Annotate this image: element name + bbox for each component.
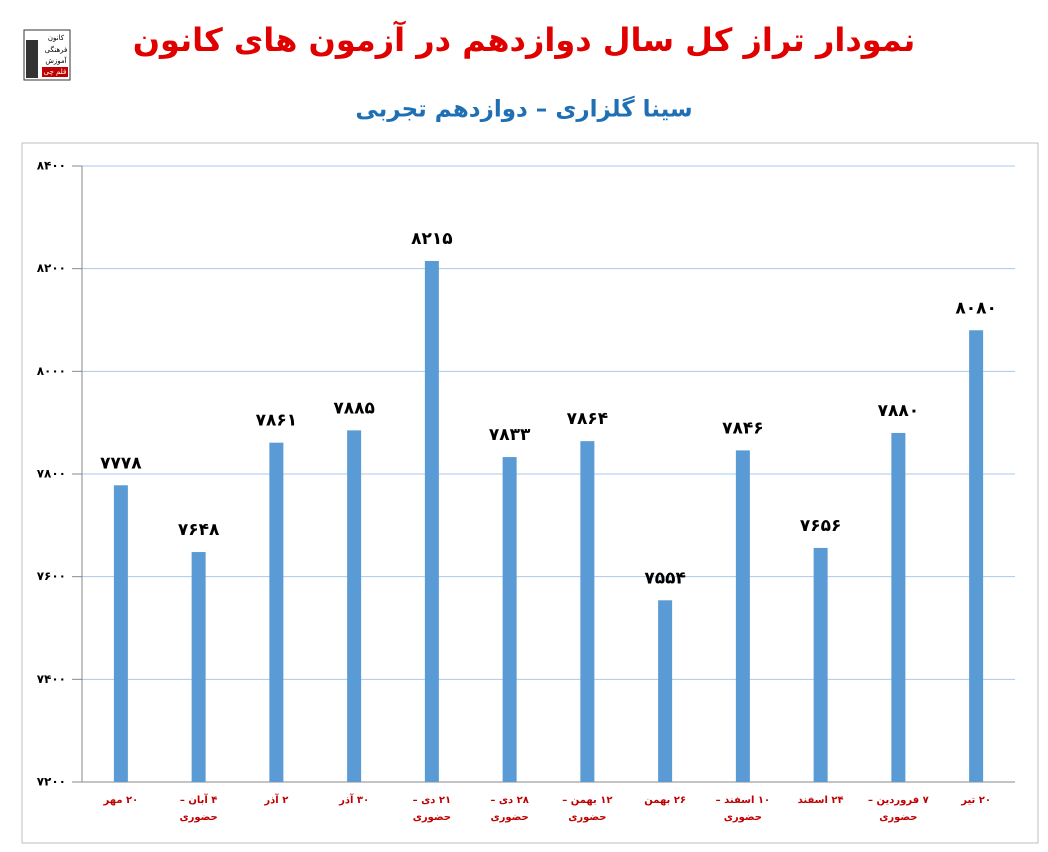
value-label: ۸۲۱۵ [411, 229, 453, 249]
bar [191, 552, 206, 782]
x-tick-label: ۱۲ بهمن – حضوری [562, 795, 613, 823]
value-label: ۷۸۶۴ [567, 409, 609, 429]
y-tick-label: ۸۲۰۰ [37, 261, 66, 275]
y-tick-label: ۷۴۰۰ [37, 672, 66, 686]
bar [735, 450, 750, 782]
x-tick-label: ۳۰ آذر [339, 795, 370, 806]
bar [347, 430, 362, 782]
bar [424, 260, 439, 782]
logo: کانون فرهنگی آموزش قلم چی [23, 29, 71, 81]
logo-text: فرهنگی [45, 45, 68, 54]
bar [580, 441, 595, 782]
x-tick-label: ۲۰ مهر [103, 795, 139, 806]
chart-frame [21, 142, 1039, 844]
value-label: ۷۸۴۶ [722, 418, 764, 438]
logo-text: قلم چی [44, 68, 67, 76]
logo-text: آموزش [45, 56, 67, 65]
value-label: ۷۶۴۸ [178, 520, 220, 540]
y-tick-label: ۷۲۰۰ [37, 775, 66, 789]
bar [813, 547, 828, 782]
bar [658, 600, 673, 782]
y-tick-label: ۷۸۰۰ [37, 467, 66, 481]
y-tick-label: ۸۰۰۰ [37, 364, 66, 378]
value-label: ۷۷۷۸ [100, 453, 142, 473]
y-tick-label: ۸۴۰۰ [37, 159, 66, 173]
bar [269, 442, 284, 782]
bar [969, 330, 984, 782]
chart-subtitle: سینا گلزاری – دوازدهم تجربی [355, 96, 692, 123]
chart-title: نمودار تراز کل سال دوازدهم در آزمون های … [133, 20, 916, 59]
value-label: ۸۰۸۰ [955, 298, 997, 318]
logo-figure [26, 40, 38, 78]
x-tick-label: ۷ فروردین – حضوری [868, 795, 929, 823]
value-label: ۷۶۵۶ [800, 516, 842, 536]
x-tick-label: ۲۰ تیر [961, 795, 991, 806]
logo-band [42, 67, 68, 77]
x-tick-label: ۴ آبان – حضوری [179, 795, 218, 823]
value-label: ۷۸۳۳ [489, 425, 531, 445]
x-tick-label: ۲۴ اسفند [797, 795, 844, 806]
logo-text: کانون [48, 34, 65, 42]
y-tick-label: ۷۶۰۰ [37, 569, 66, 583]
value-label: ۷۸۸۵ [333, 398, 375, 418]
bar [502, 457, 517, 782]
value-label: ۷۸۸۰ [878, 401, 920, 421]
x-tick-label: ۲۸ دی – حضوری [490, 795, 529, 823]
x-tick-label: ۲۶ بهمن [644, 795, 686, 806]
bar [891, 432, 906, 782]
value-label: ۷۵۵۴ [644, 568, 686, 588]
x-tick-label: ۲ آذر [264, 795, 289, 806]
x-tick-label: ۱۰ اسفند – حضوری [715, 795, 771, 823]
x-tick-label: ۲۱ دی – حضوری [412, 795, 452, 823]
bar [113, 485, 128, 782]
value-label: ۷۸۶۱ [256, 411, 298, 431]
